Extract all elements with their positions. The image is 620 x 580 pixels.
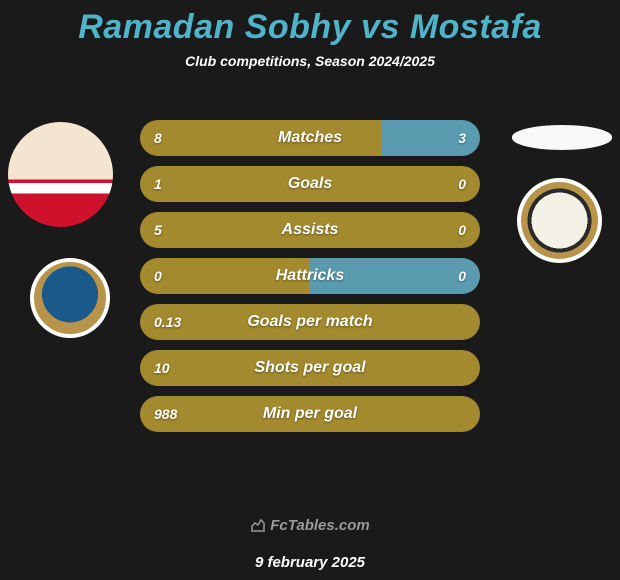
stat-bar-row: Goals per match0.13 [140, 304, 480, 340]
player-left-name: Ramadan Sobhy [78, 8, 351, 46]
club-badge-right [517, 178, 602, 263]
stat-bar-row: Goals1 0 [140, 166, 480, 202]
stat-bar-row: Min per goal988 [140, 396, 480, 432]
stat-value-left: 5 [154, 212, 162, 248]
player-right-name: Mostafa [410, 8, 542, 46]
stat-bar-row: Hattricks0 0 [140, 258, 480, 294]
stat-bar-label: Matches [140, 120, 480, 156]
stat-bar-label: Min per goal [140, 396, 480, 432]
stat-bar-row: Assists5 0 [140, 212, 480, 248]
player-left-avatar [8, 122, 113, 227]
stat-value-left: 0 [154, 258, 162, 294]
season-subtitle: Club competitions, Season 2024/2025 [0, 53, 620, 69]
watermark: FcTables.com [0, 517, 620, 536]
stat-value-right: 0 [458, 166, 466, 202]
stat-value-left: 10 [154, 350, 170, 386]
watermark-text: FcTables.com [270, 517, 369, 534]
stat-value-left: 0.13 [154, 304, 181, 340]
date-text: 9 february 2025 [0, 554, 620, 571]
stat-bar-label: Hattricks [140, 258, 480, 294]
player-right-avatar [512, 125, 612, 150]
stat-bars-container: Matches83Goals10Assists50Hattricks00Goal… [140, 120, 480, 442]
chart-icon [250, 518, 266, 536]
stat-bar-label: Shots per goal [140, 350, 480, 386]
stat-value-right: 0 [458, 212, 466, 248]
club-badge-left [30, 258, 110, 338]
stat-value-right: 0 [458, 258, 466, 294]
vs-text: vs [361, 8, 400, 46]
stat-value-right: 3 [458, 120, 466, 156]
comparison-title: Ramadan Sobhy vs Mostafa [0, 0, 620, 47]
stat-bar-row: Shots per goal10 [140, 350, 480, 386]
stat-bar-row: Matches8 3 [140, 120, 480, 156]
stat-value-left: 1 [154, 166, 162, 202]
stat-value-left: 988 [154, 396, 177, 432]
stat-value-left: 8 [154, 120, 162, 156]
stat-bar-label: Goals [140, 166, 480, 202]
stat-bar-label: Assists [140, 212, 480, 248]
stat-bar-label: Goals per match [140, 304, 480, 340]
